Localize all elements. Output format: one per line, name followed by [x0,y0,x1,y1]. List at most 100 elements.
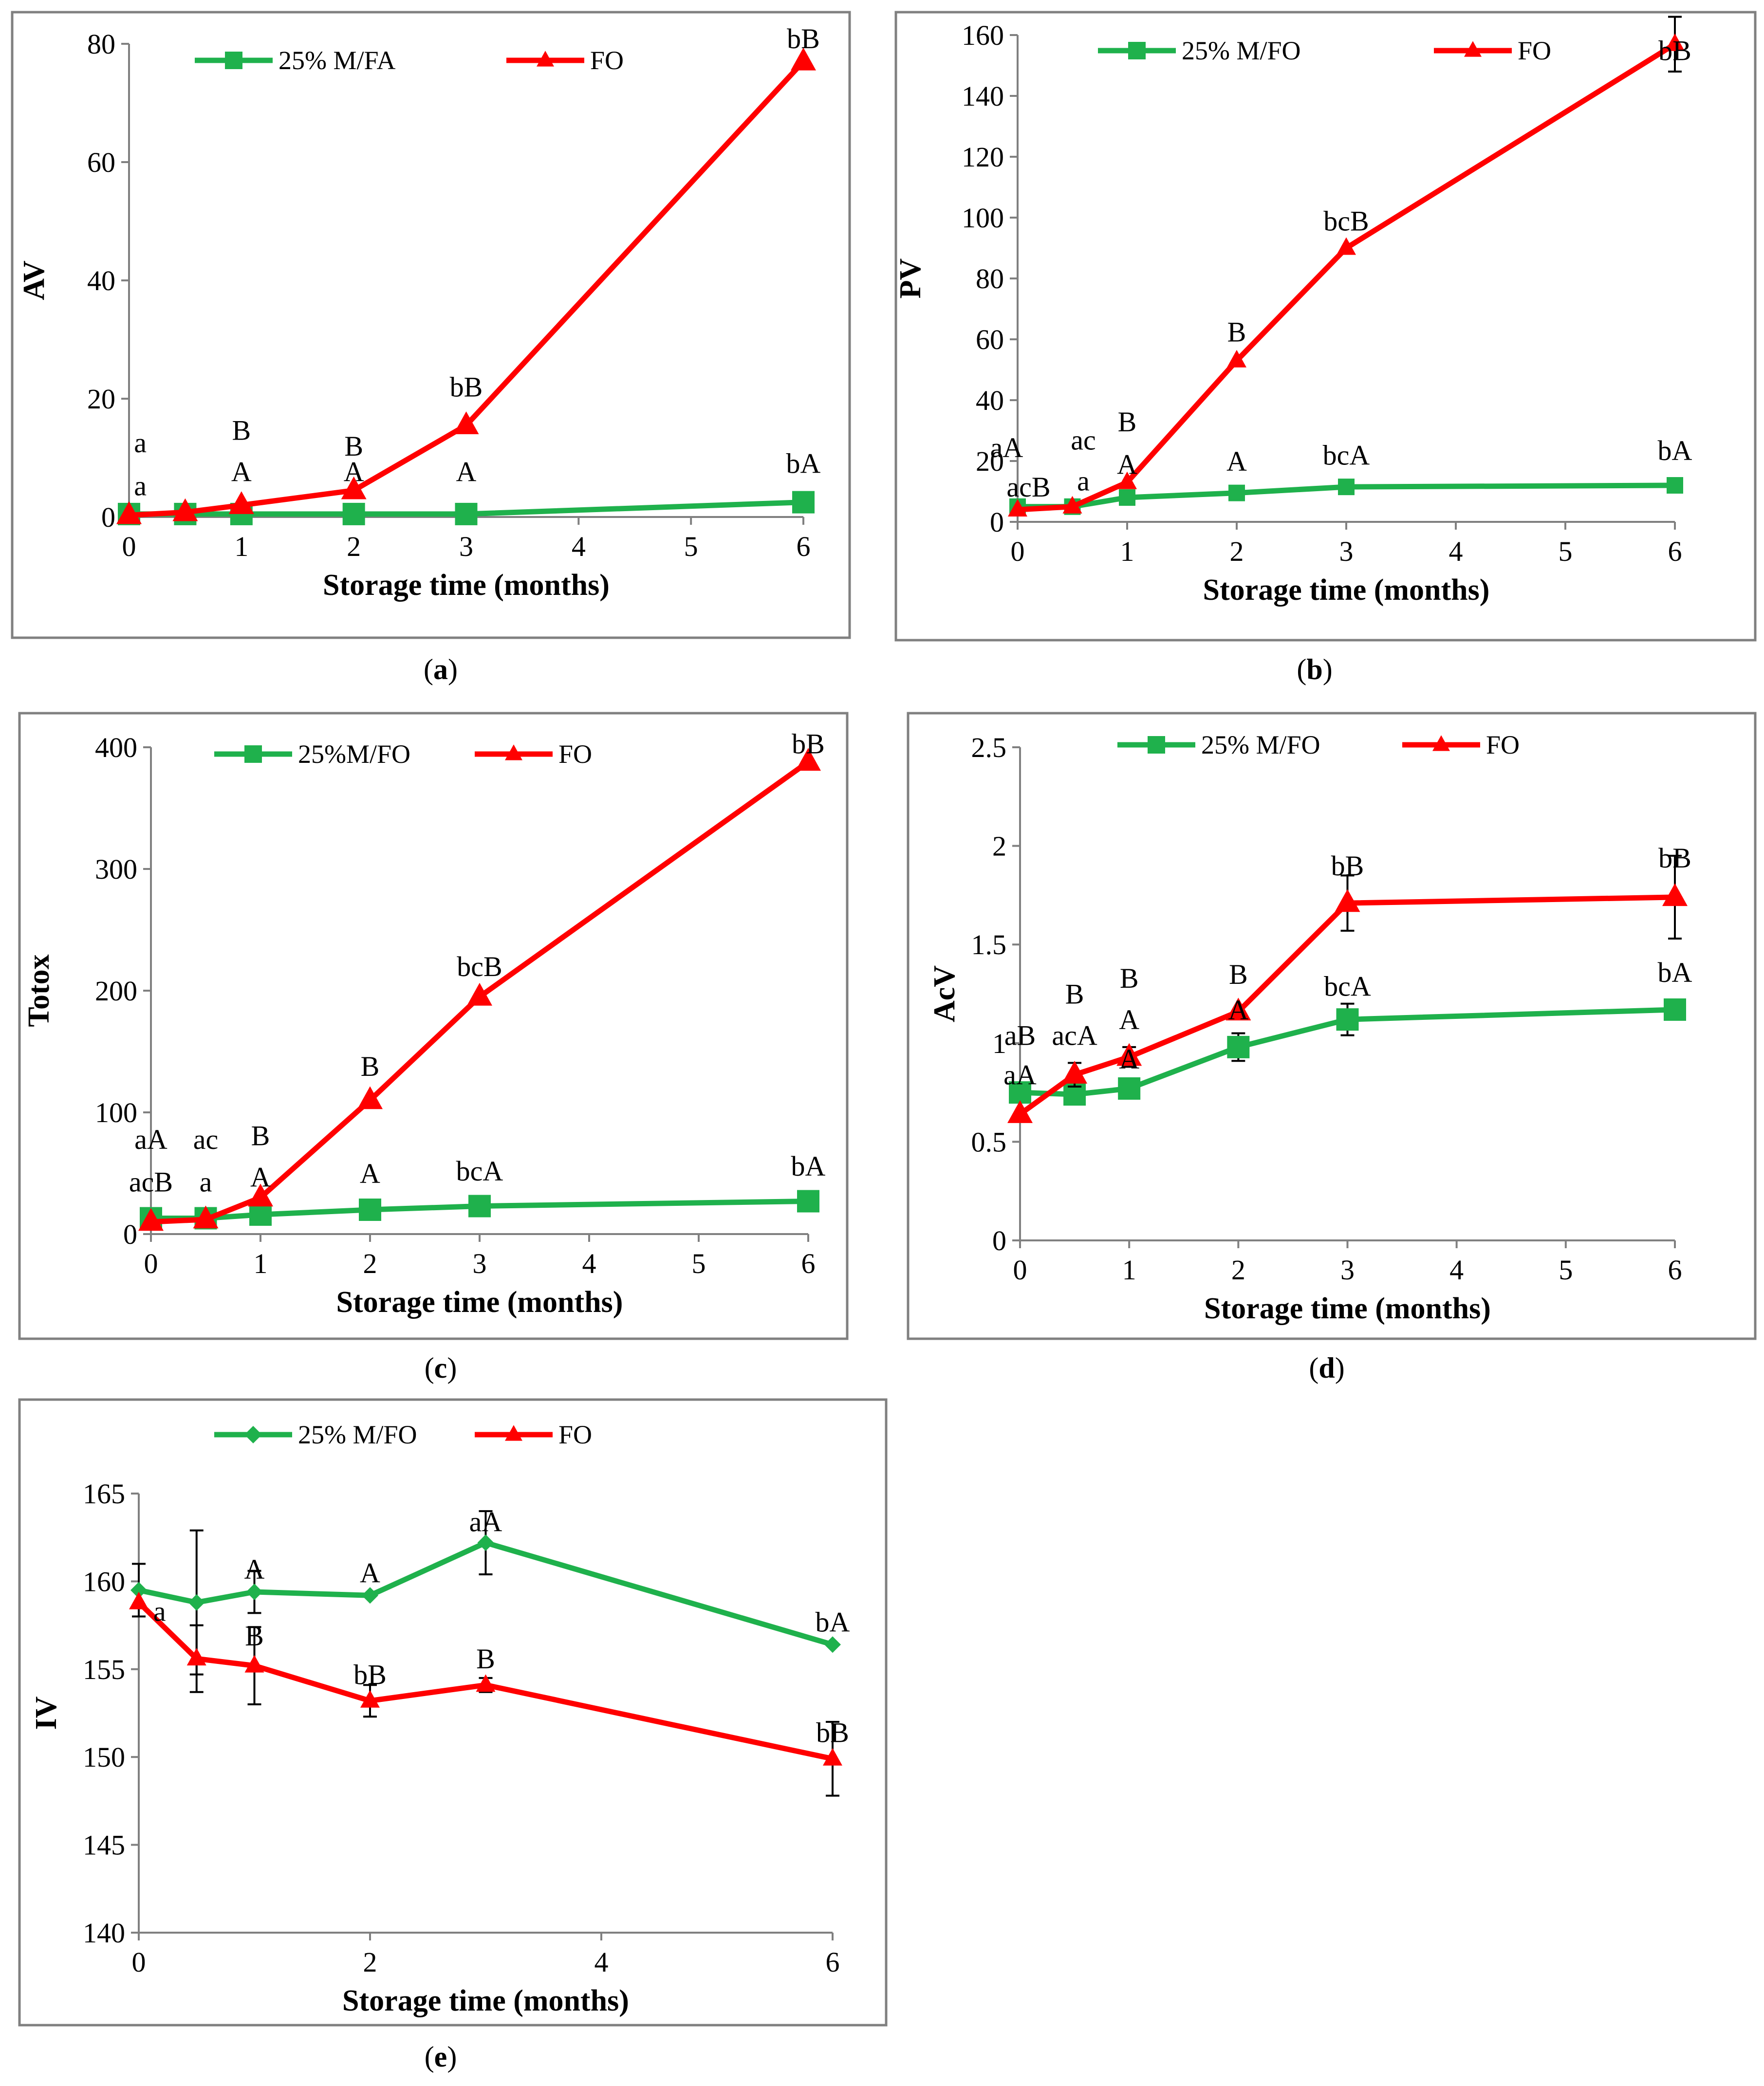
data-point [468,1195,491,1218]
y-tick-label: 165 [83,1478,125,1510]
y-axis-title: PV [894,258,927,298]
x-tick-label: 4 [582,1248,596,1279]
x-axis-title: Storage time (months) [1203,573,1490,607]
significance-label: acB [129,1166,173,1198]
significance-label: B [232,414,251,446]
significance-label: bB [792,728,825,760]
significance-label: bB [816,1717,849,1749]
significance-label: A [1119,1043,1139,1075]
data-point [228,491,254,514]
x-tick-label: 3 [473,1248,487,1279]
significance-label: aA [990,432,1023,463]
y-tick-label: 60 [87,147,115,178]
x-tick-label: 2 [1230,535,1244,567]
x-tick-label: 0 [122,531,136,562]
y-tick-label: 400 [95,732,137,763]
x-tick-label: 5 [1559,1254,1573,1286]
series-red [138,748,821,1231]
significance-label: aA [469,1506,502,1538]
x-tick-label: 4 [594,1946,609,1978]
significance-label: bB [1331,850,1364,882]
significance-label: B [1229,959,1248,990]
significance-label: A [360,1158,380,1189]
x-tick-label: 1 [1120,535,1134,567]
series-line [137,1600,834,1762]
y-tick-label: 20 [87,383,115,415]
legend-marker [1432,735,1450,751]
y-tick-label: 200 [95,975,137,1007]
y-tick-label: 0 [101,501,115,533]
data-point [1062,1061,1088,1084]
y-tick-label: 2 [992,831,1006,862]
data-point [362,1587,378,1604]
data-point [467,982,492,1006]
series-line [150,759,810,1225]
significance-label: B [1120,962,1139,994]
data-point [1662,883,1688,906]
significance-label: bB [450,371,483,403]
legend-marker [244,745,262,763]
data-point [248,1183,273,1207]
legend-marker [1128,42,1146,59]
significance-label: bcB [457,951,502,982]
significance-label: aA [1003,1059,1037,1091]
series-green [130,1510,841,1676]
significance-label: B [251,1120,270,1152]
data-point [1009,1081,1031,1104]
x-tick-label: 6 [1668,535,1682,567]
y-tick-label: 0 [123,1218,137,1250]
legend-entry: 25% M/FO [1117,730,1320,759]
data-point [823,1748,842,1766]
series-line [1017,42,1676,513]
y-tick-label: 60 [976,324,1004,355]
data-point [342,502,365,525]
data-point [130,1582,147,1599]
significance-label: A [244,1553,265,1585]
significance-label: A [231,456,252,487]
data-point [1337,237,1356,255]
x-tick-label: 1 [1122,1254,1136,1286]
significance-label: ac [1071,424,1096,456]
data-point [453,411,479,434]
data-point [360,1690,380,1708]
x-tick-label: 5 [684,531,698,562]
x-tick-label: 0 [132,1946,146,1978]
x-tick-label: 6 [826,1946,840,1978]
legend-label: FO [558,739,592,769]
significance-label: bB [353,1659,387,1691]
series-red [1007,854,1688,1123]
data-point [1667,477,1683,494]
chart-panel-d: 0 0.5 1 1.5 2 2.5 0 1 2 3 4 5 6 Storage time (months)… [907,712,1757,1384]
panel-frame [18,712,849,1340]
series-red [116,47,816,524]
y-tick-label: 140 [83,1917,125,1949]
significance-label: A [1119,1004,1139,1035]
y-tick-label: 120 [962,141,1004,173]
y-axis-title: IV [30,1696,63,1730]
chart-panel-c: 0 100 200 300 400 0 1 2 3 4 5 6 Storage time (months… [18,712,849,1384]
data-point [1664,998,1686,1021]
significance-label: A [1226,445,1247,477]
chart-panel-e: 140 145 150 155 160 165 0 2 4 6 Storage time (mont… [18,1398,888,2073]
x-tick-label: 4 [572,531,586,562]
data-point [1007,1100,1033,1123]
data-point [476,1674,496,1692]
legend-marker [244,1426,262,1443]
data-point [1336,1008,1359,1031]
data-point [1338,479,1355,496]
significance-label: acB [1006,471,1050,503]
significance-label: bB [787,23,820,55]
series-red [129,1591,842,1797]
legend-label: FO [558,1420,592,1449]
data-point [1226,997,1251,1021]
legend-entry: 25%M/FO [214,739,410,769]
chart-panel-b: 0 20 40 60 80 100 120 140 160 0 1 2 3 4 5 6 Storage time… [894,11,1757,685]
x-axis-title: Storage time (months) [323,569,610,602]
data-point [1117,471,1137,489]
series-red [1008,16,1685,517]
y-tick-label: 145 [83,1829,125,1861]
significance-label: A [1117,448,1137,480]
x-tick-label: 3 [1340,1254,1355,1286]
significance-label: bB [1658,842,1691,874]
